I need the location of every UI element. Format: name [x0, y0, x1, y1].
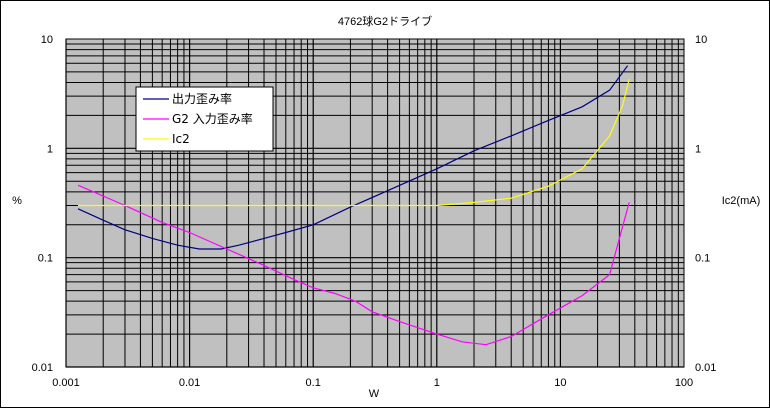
- x-tick-label: 10: [554, 377, 566, 389]
- y-tick-label-left: 0.01: [32, 362, 53, 374]
- series-line-1: [77, 65, 629, 250]
- y-tick-label-right: 1: [695, 143, 701, 155]
- chart-title: 4762球G2ドライブ: [338, 14, 432, 28]
- x-tick-label: 0.001: [52, 377, 80, 389]
- x-tick-label: 100: [675, 377, 693, 389]
- y-tick-label-right: 10: [695, 34, 707, 46]
- x-tick-label: 1: [434, 377, 440, 389]
- y-tick-label-right: 0.01: [695, 362, 716, 374]
- y-axis-label-left: %: [12, 195, 22, 207]
- legend-label: G2 入力歪み率: [172, 111, 253, 126]
- plot-border: [65, 38, 685, 368]
- y-tick-label-right: 0.1: [695, 253, 710, 265]
- y-tick-label-left: 1: [47, 143, 53, 155]
- x-axis-label: W: [369, 388, 380, 400]
- y-axis-label-right: Ic2(mA): [722, 195, 761, 207]
- x-tick-label: 0.01: [179, 377, 200, 389]
- x-tick-label: 0.1: [306, 377, 321, 389]
- y-tick-label-left: 10: [41, 34, 53, 46]
- y-tick-label-left: 0.1: [38, 253, 53, 265]
- legend-label: 出力歪み率: [172, 91, 232, 106]
- series-line-3: [78, 78, 630, 207]
- series-line-2: [77, 184, 630, 346]
- legend-label: Ic2: [172, 132, 190, 146]
